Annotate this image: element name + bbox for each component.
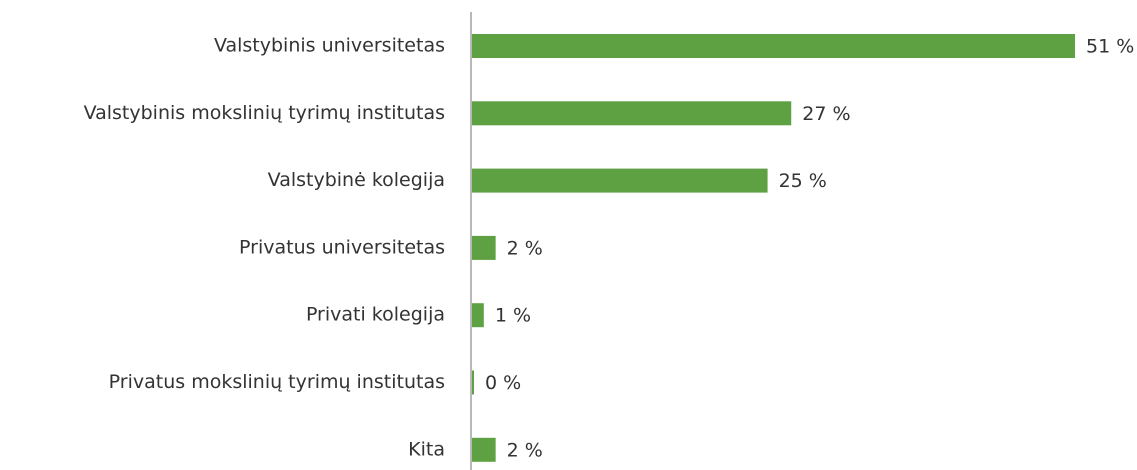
value-label: 2 % [507, 439, 543, 461]
bar [472, 235, 496, 260]
category-label: Valstybinis universitetas [214, 35, 445, 57]
value-label: 51 % [1086, 36, 1134, 58]
category-label: Privatus mokslinių tyrimų institutas [109, 371, 445, 393]
value-label: 2 % [507, 237, 543, 259]
bar [472, 303, 484, 328]
value-label: 25 % [779, 170, 827, 192]
category-label: Privatus universitetas [239, 236, 445, 258]
bar [472, 437, 496, 462]
bar [472, 101, 792, 126]
value-label: 27 % [802, 103, 850, 125]
bar [472, 168, 768, 193]
value-label: 1 % [495, 305, 531, 327]
category-label: Privati kolegija [306, 304, 445, 326]
value-label: 0 % [485, 372, 521, 394]
category-label: Kita [408, 438, 445, 460]
bar [472, 34, 1075, 58]
bar [472, 370, 474, 395]
category-label: Valstybinė kolegija [268, 169, 445, 191]
category-label: Valstybinis mokslinių tyrimų institutas [84, 102, 445, 124]
